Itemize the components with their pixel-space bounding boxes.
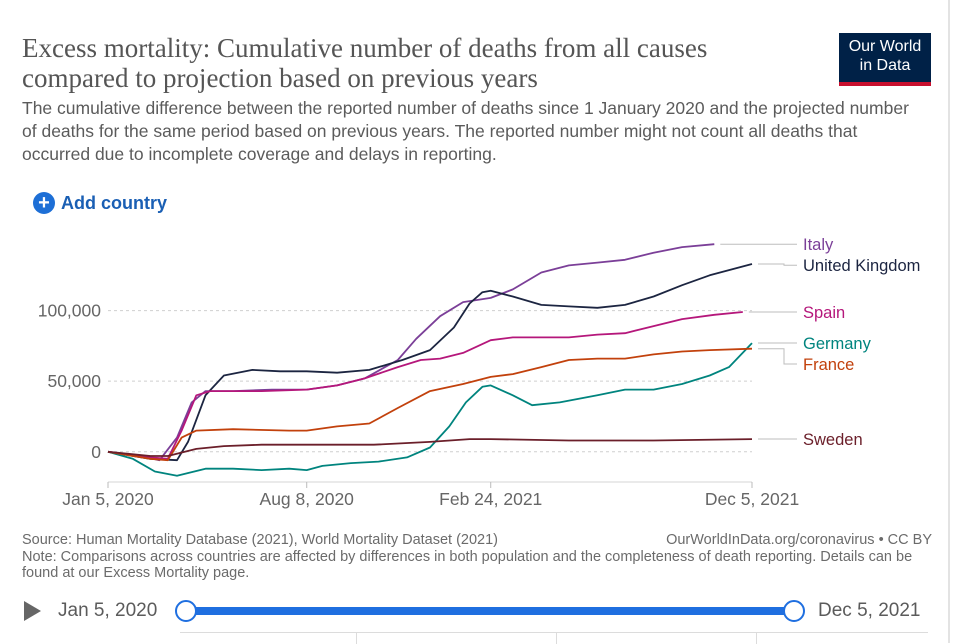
series-line-france xyxy=(108,349,752,461)
timeline-slider[interactable]: Jan 5, 2020 Dec 5, 2021 xyxy=(0,595,948,629)
legend-label-france: France xyxy=(803,356,854,374)
timeline-start-label: Jan 5, 2020 xyxy=(58,600,157,622)
attribution-text[interactable]: OurWorldInData.org/coronavirus • CC BY xyxy=(666,532,932,549)
tab-divider xyxy=(556,633,557,644)
legend-label-united-kingdom: United Kingdom xyxy=(803,257,920,275)
note-text: Note: Comparisons across countries are a… xyxy=(22,549,932,582)
series-line-italy xyxy=(108,244,714,460)
timeline-track[interactable] xyxy=(186,607,794,615)
legend-label-sweden: Sweden xyxy=(803,431,863,449)
source-text: Source: Human Mortality Database (2021),… xyxy=(22,532,498,549)
y-tick-label: 100,000 xyxy=(38,301,102,321)
x-tick-label: Aug 8, 2020 xyxy=(260,489,355,509)
tab-bar xyxy=(180,632,928,644)
legend-connector-united-kingdom xyxy=(758,264,797,265)
y-tick-label: 50,000 xyxy=(47,371,101,391)
x-tick-label: Feb 24, 2021 xyxy=(439,489,542,509)
legend-label-germany: Germany xyxy=(803,335,872,353)
x-tick-label: Jan 5, 2020 xyxy=(62,489,154,509)
y-tick-label: 0 xyxy=(91,442,101,462)
series-line-germany xyxy=(108,343,752,476)
legend-connector-france xyxy=(758,349,797,364)
play-icon[interactable] xyxy=(24,601,41,621)
x-tick-label: Dec 5, 2021 xyxy=(705,489,799,509)
card-border xyxy=(948,0,950,643)
line-chart: 0 50,000 100,000 Jan 5, 2020 Aug 8, 2020 Feb … xyxy=(0,0,948,525)
legend-label-spain: Spain xyxy=(803,304,845,322)
chart-card: Excess mortality: Cumulative number of d… xyxy=(0,0,960,643)
tab-divider xyxy=(756,633,757,644)
tab-divider xyxy=(356,633,357,644)
timeline-end-handle[interactable] xyxy=(783,600,805,622)
timeline-start-handle[interactable] xyxy=(175,600,197,622)
series-line-spain xyxy=(108,312,743,459)
chart-footer: Source: Human Mortality Database (2021),… xyxy=(22,532,932,582)
legend-label-italy: Italy xyxy=(803,236,834,254)
timeline-end-label: Dec 5, 2021 xyxy=(818,600,920,622)
